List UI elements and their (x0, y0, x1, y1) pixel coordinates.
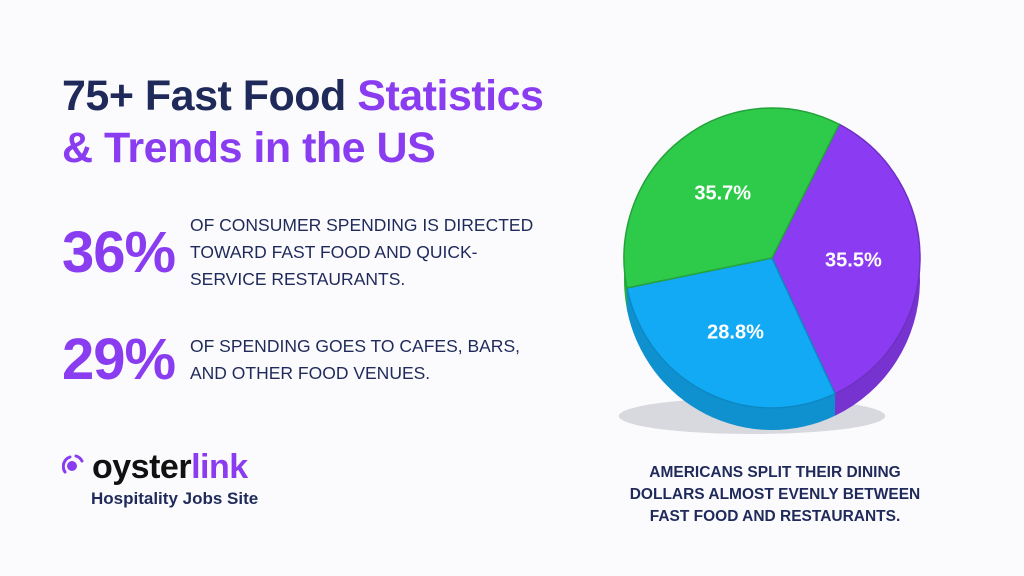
logo-word-2: link (191, 448, 248, 486)
stat-value: 29% (62, 327, 176, 392)
stat-text: of spending goes to cafes, bars, and oth… (190, 335, 520, 383)
logo-tagline: Hospitality Jobs Site (91, 489, 259, 508)
stat-value: 36% (62, 220, 176, 285)
signal-icon (62, 454, 84, 474)
pie-label-1: 28.8% (707, 322, 764, 344)
logo-word-1: oyster (92, 448, 192, 486)
stat-36: 36% of consumer spending is directed tow… (62, 212, 535, 293)
title-part-1: 75+ Fast Food (62, 72, 358, 120)
stat-29: 29% of spending goes to cafes, bars, and… (62, 326, 535, 393)
pie-label-0: 35.5% (825, 249, 882, 271)
page-title: 75+ Fast Food Statistics & Trends in the… (62, 70, 544, 174)
title-part-2: Statistics (357, 72, 544, 120)
pie-slice-side-1 (626, 287, 836, 431)
pie-slice-0 (771, 123, 921, 395)
oysterlink-logo: oysterlink Hospitality Jobs Site (62, 448, 258, 509)
pie-label-2: 35.7% (694, 182, 751, 204)
pie-slice-1 (626, 257, 837, 409)
title-part-3: & Trends in the US (62, 124, 436, 172)
chart-caption: AMERICANS SPLIT THEIR DINING DOLLARS ALM… (629, 464, 921, 525)
stat-text: of consumer spending is directed toward … (190, 215, 534, 289)
pie-slice-2 (623, 107, 841, 289)
pie-chart: 35.5% 28.8% 35.7% (618, 107, 921, 434)
